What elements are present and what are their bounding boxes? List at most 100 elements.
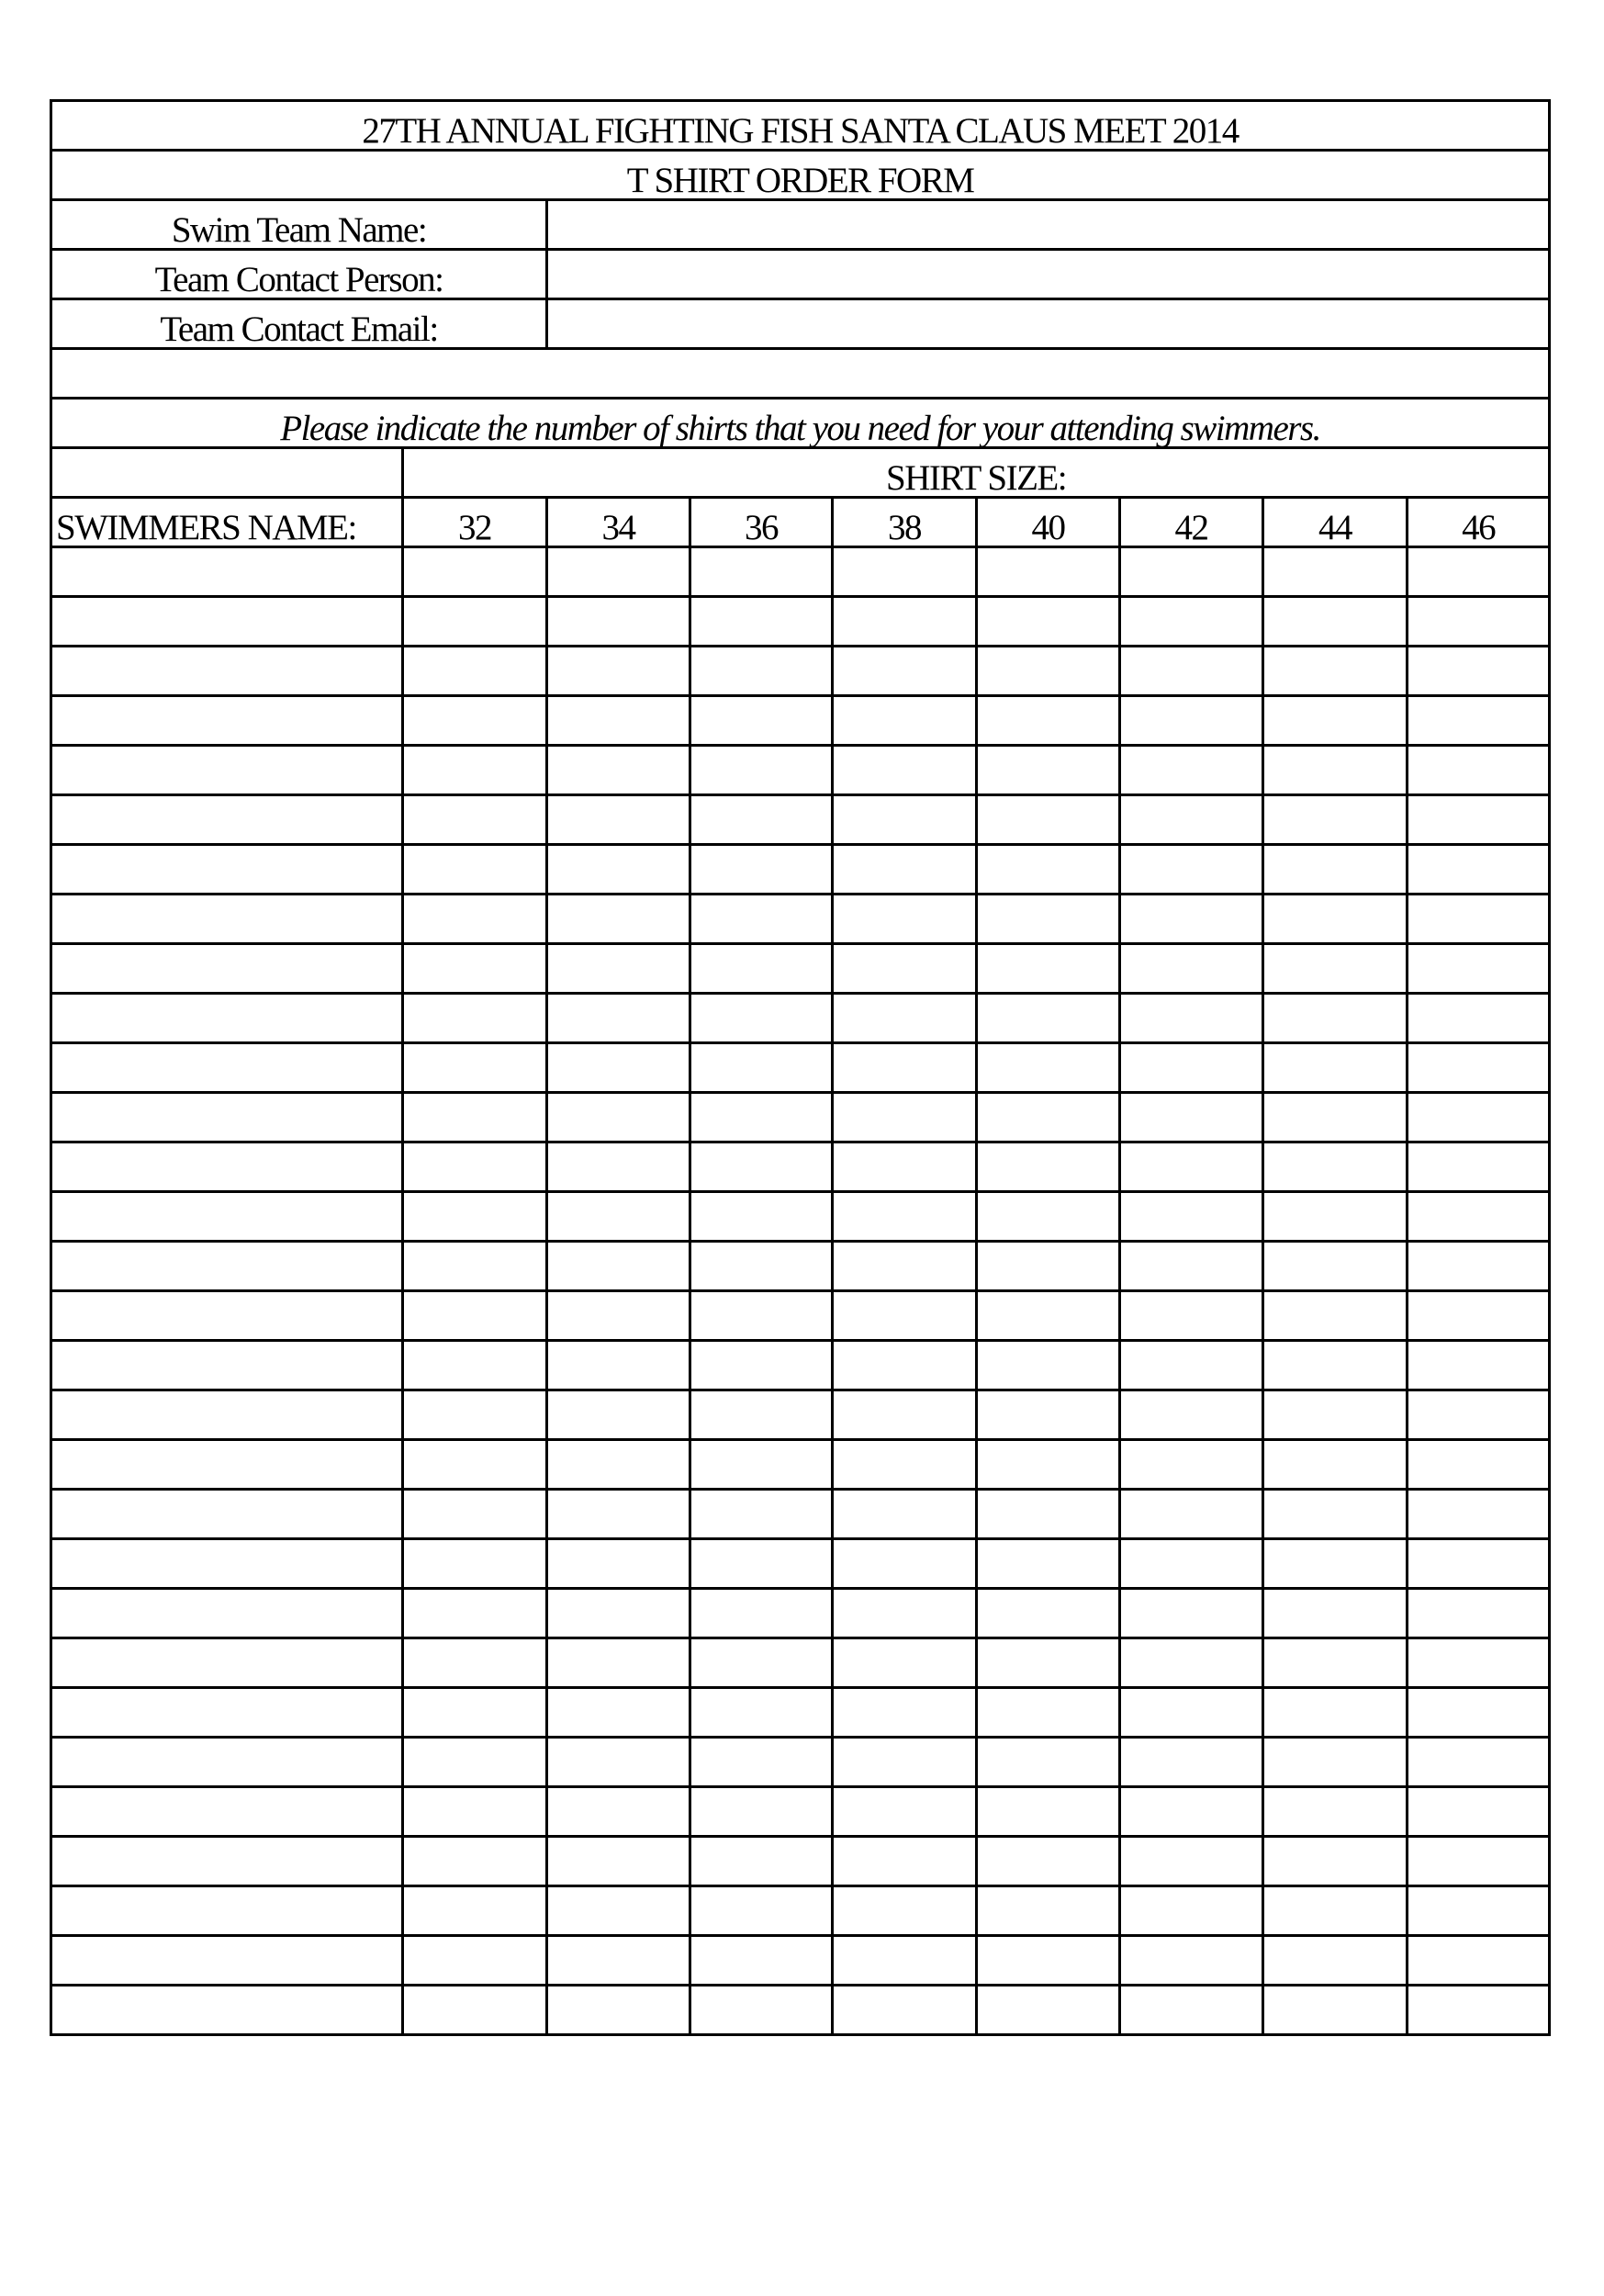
size-38-qty-cell[interactable] <box>831 1736 978 1788</box>
size-46-qty-cell[interactable] <box>1405 595 1552 647</box>
size-36-qty-cell[interactable] <box>689 645 834 697</box>
swimmer-name-cell[interactable] <box>50 744 404 796</box>
contact-person-field[interactable] <box>544 248 1552 300</box>
size-42-qty-cell[interactable] <box>1118 1438 1264 1491</box>
size-38-qty-cell[interactable] <box>831 1637 978 1689</box>
size-40-qty-cell[interactable] <box>975 1240 1121 1292</box>
size-40-qty-cell[interactable] <box>975 645 1121 697</box>
size-34-qty-cell[interactable] <box>545 1141 691 1193</box>
size-46-qty-cell[interactable] <box>1405 893 1552 945</box>
size-44-qty-cell[interactable] <box>1262 1339 1408 1391</box>
size-46-qty-cell[interactable] <box>1405 1934 1552 1986</box>
size-36-qty-cell[interactable] <box>689 1339 834 1391</box>
size-32-qty-cell[interactable] <box>401 645 548 697</box>
size-34-qty-cell[interactable] <box>545 1339 691 1391</box>
size-42-qty-cell[interactable] <box>1118 1686 1264 1739</box>
size-46-qty-cell[interactable] <box>1405 1587 1552 1639</box>
size-44-qty-cell[interactable] <box>1262 744 1408 796</box>
swimmer-name-cell[interactable] <box>50 942 404 995</box>
size-46-qty-cell[interactable] <box>1405 1835 1552 1887</box>
size-32-qty-cell[interactable] <box>401 1637 548 1689</box>
size-44-qty-cell[interactable] <box>1262 1537 1408 1590</box>
size-46-qty-cell[interactable] <box>1405 1984 1552 2036</box>
swimmer-name-cell[interactable] <box>50 1289 404 1342</box>
swimmer-name-cell[interactable] <box>50 1141 404 1193</box>
size-40-qty-cell[interactable] <box>975 942 1121 995</box>
size-42-qty-cell[interactable] <box>1118 793 1264 846</box>
size-38-qty-cell[interactable] <box>831 1091 978 1143</box>
size-44-qty-cell[interactable] <box>1262 1686 1408 1739</box>
size-38-qty-cell[interactable] <box>831 793 978 846</box>
size-34-qty-cell[interactable] <box>545 1041 691 1094</box>
size-38-qty-cell[interactable] <box>831 1041 978 1094</box>
size-44-qty-cell[interactable] <box>1262 1389 1408 1441</box>
size-42-qty-cell[interactable] <box>1118 1835 1264 1887</box>
size-46-qty-cell[interactable] <box>1405 1240 1552 1292</box>
size-38-qty-cell[interactable] <box>831 942 978 995</box>
swimmer-name-cell[interactable] <box>50 1488 404 1540</box>
size-36-qty-cell[interactable] <box>689 744 834 796</box>
size-36-qty-cell[interactable] <box>689 1637 834 1689</box>
size-34-qty-cell[interactable] <box>545 1785 691 1838</box>
size-32-qty-cell[interactable] <box>401 1240 548 1292</box>
size-34-qty-cell[interactable] <box>545 992 691 1044</box>
size-44-qty-cell[interactable] <box>1262 1190 1408 1243</box>
swimmer-name-cell[interactable] <box>50 1736 404 1788</box>
size-44-qty-cell[interactable] <box>1262 1785 1408 1838</box>
size-44-qty-cell[interactable] <box>1262 1587 1408 1639</box>
size-32-qty-cell[interactable] <box>401 1537 548 1590</box>
size-38-qty-cell[interactable] <box>831 546 978 598</box>
size-42-qty-cell[interactable] <box>1118 1637 1264 1689</box>
size-38-qty-cell[interactable] <box>831 893 978 945</box>
size-46-qty-cell[interactable] <box>1405 942 1552 995</box>
size-44-qty-cell[interactable] <box>1262 1438 1408 1491</box>
size-46-qty-cell[interactable] <box>1405 1091 1552 1143</box>
size-40-qty-cell[interactable] <box>975 1984 1121 2036</box>
size-32-qty-cell[interactable] <box>401 942 548 995</box>
swimmer-name-cell[interactable] <box>50 1389 404 1441</box>
size-46-qty-cell[interactable] <box>1405 1736 1552 1788</box>
size-36-qty-cell[interactable] <box>689 793 834 846</box>
size-44-qty-cell[interactable] <box>1262 1041 1408 1094</box>
size-34-qty-cell[interactable] <box>545 1587 691 1639</box>
swimmer-name-cell[interactable] <box>50 1190 404 1243</box>
size-36-qty-cell[interactable] <box>689 1736 834 1788</box>
size-46-qty-cell[interactable] <box>1405 1141 1552 1193</box>
swimmer-name-cell[interactable] <box>50 1438 404 1491</box>
size-44-qty-cell[interactable] <box>1262 992 1408 1044</box>
contact-email-field[interactable] <box>544 298 1552 350</box>
size-40-qty-cell[interactable] <box>975 893 1121 945</box>
size-32-qty-cell[interactable] <box>401 1984 548 2036</box>
swimmer-name-cell[interactable] <box>50 1091 404 1143</box>
swimmer-name-cell[interactable] <box>50 992 404 1044</box>
size-36-qty-cell[interactable] <box>689 1488 834 1540</box>
swimmer-name-cell[interactable] <box>50 843 404 895</box>
size-34-qty-cell[interactable] <box>545 1289 691 1342</box>
size-40-qty-cell[interactable] <box>975 595 1121 647</box>
size-42-qty-cell[interactable] <box>1118 1289 1264 1342</box>
size-38-qty-cell[interactable] <box>831 992 978 1044</box>
size-44-qty-cell[interactable] <box>1262 942 1408 995</box>
size-36-qty-cell[interactable] <box>689 1785 834 1838</box>
size-42-qty-cell[interactable] <box>1118 1587 1264 1639</box>
size-36-qty-cell[interactable] <box>689 1885 834 1937</box>
size-36-qty-cell[interactable] <box>689 1141 834 1193</box>
size-36-qty-cell[interactable] <box>689 1091 834 1143</box>
size-38-qty-cell[interactable] <box>831 694 978 747</box>
size-32-qty-cell[interactable] <box>401 546 548 598</box>
swimmer-name-cell[interactable] <box>50 793 404 846</box>
size-38-qty-cell[interactable] <box>831 1785 978 1838</box>
swimmer-name-cell[interactable] <box>50 1785 404 1838</box>
size-34-qty-cell[interactable] <box>545 1537 691 1590</box>
size-36-qty-cell[interactable] <box>689 1686 834 1739</box>
size-32-qty-cell[interactable] <box>401 1339 548 1391</box>
size-42-qty-cell[interactable] <box>1118 1339 1264 1391</box>
size-32-qty-cell[interactable] <box>401 1587 548 1639</box>
size-34-qty-cell[interactable] <box>545 1240 691 1292</box>
size-40-qty-cell[interactable] <box>975 1488 1121 1540</box>
size-42-qty-cell[interactable] <box>1118 992 1264 1044</box>
size-32-qty-cell[interactable] <box>401 793 548 846</box>
size-44-qty-cell[interactable] <box>1262 1984 1408 2036</box>
size-38-qty-cell[interactable] <box>831 595 978 647</box>
swimmer-name-cell[interactable] <box>50 1934 404 1986</box>
